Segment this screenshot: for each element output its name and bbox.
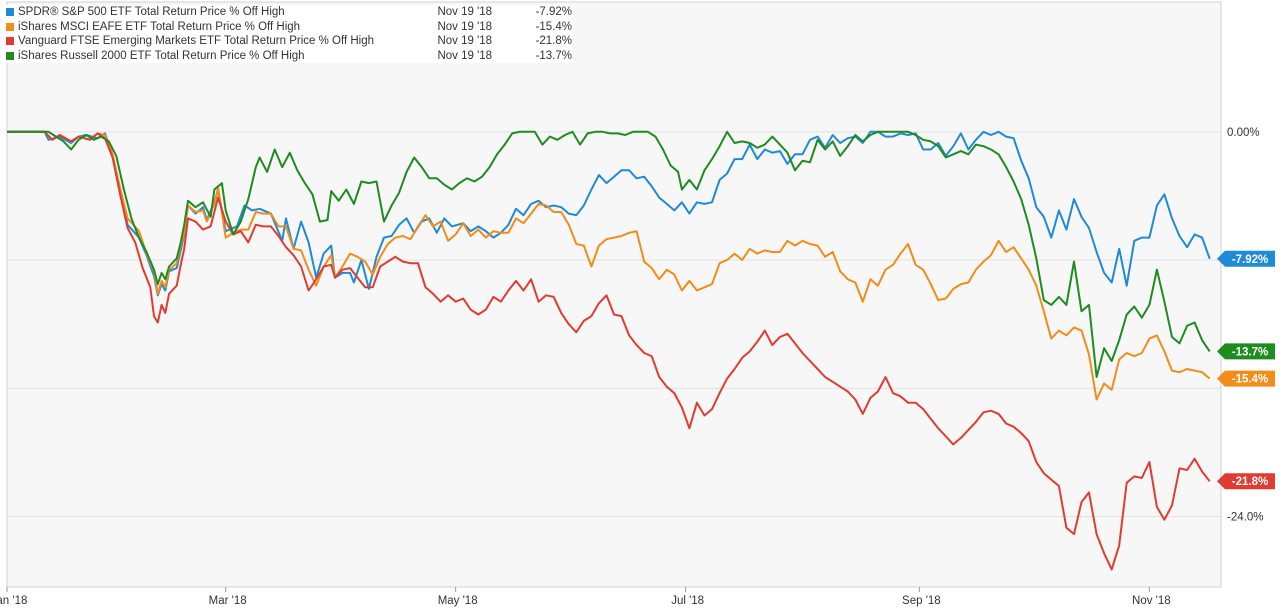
legend-series-value: -7.92% [535,6,572,18]
legend-series-value: -13.7% [535,49,572,62]
end-label-0: -7.92% [1217,250,1275,267]
x-tick-label: Jan '18 [0,595,27,607]
legend-series-name: SPDR® S&P 500 ETF Total Return Price % O… [18,6,285,18]
legend-series-date: Nov 19 '18 [437,6,493,18]
plot-area [6,1,1222,588]
legend-series-date: Nov 19 '18 [437,49,493,62]
legend-series-date: Nov 19 '18 [437,35,493,48]
x-tick-label: Nov '18 [1132,595,1171,607]
end-label-text: -13.7% [1232,346,1268,358]
end-label-badge [1217,250,1275,267]
series-line-3[interactable] [7,130,1211,378]
legend-series-name: Vanguard FTSE Emerging Markets ETF Total… [18,35,375,48]
end-label-text: -21.8% [1232,476,1268,488]
end-label-text: -7.92% [1232,254,1268,266]
legend-swatch-icon [6,52,14,61]
x-tick-label: Jul '18 [671,595,704,607]
end-label-text: -15.4% [1232,374,1268,386]
end-label-badge [1217,343,1275,360]
end-labels: -7.92% -15.4% -21.8% -13.7% [1217,250,1275,490]
grid-lines [7,131,1221,517]
x-tick-label: May '18 [438,595,478,607]
legend-entry-vwo[interactable]: Vanguard FTSE Emerging Markets ETF Total… [6,34,572,49]
series-lines [7,130,1211,571]
legend-swatch-icon [6,8,14,17]
legend-series-value: -21.8% [535,35,572,48]
end-label-3: -13.7% [1217,343,1275,360]
series-line-2[interactable] [7,130,1211,571]
legend-series-name: iShares MSCI EAFE ETF Total Return Price… [18,20,301,33]
y-axis: 0.00%-8.00%-24.0% [1227,127,1263,524]
legend-series-name: iShares Russell 2000 ETF Total Return Pr… [18,49,305,62]
chart-legend: SPDR® S&P 500 ETF Total Return Price % O… [6,5,572,64]
legend-swatch-icon [6,37,14,46]
legend-series-date: Nov 19 '18 [437,20,493,33]
x-axis: Jan '18 Mar '18 May '18 Jul '18 Sep '18 Nov '… [0,587,1171,607]
legend-series-value: -15.4% [535,20,572,33]
legend-entry-iwm[interactable]: iShares Russell 2000 ETF Total Return Pr… [6,49,572,64]
legend-entry-spy[interactable]: SPDR® S&P 500 ETF Total Return Price % O… [6,5,572,20]
x-tick-label: Sep '18 [902,595,941,607]
legend-entry-efa[interactable]: iShares MSCI EAFE ETF Total Return Price… [6,20,572,35]
end-label-2: -21.8% [1217,473,1275,490]
end-label-badge [1217,370,1275,387]
y-tick-label: 0.00% [1227,127,1260,139]
x-tick-label: Mar '18 [209,595,247,607]
legend-swatch-icon [6,22,14,31]
end-label-badge [1217,473,1275,490]
series-line-1[interactable] [7,130,1211,401]
y-tick-label: -24.0% [1227,511,1263,523]
end-label-1: -15.4% [1217,370,1275,387]
